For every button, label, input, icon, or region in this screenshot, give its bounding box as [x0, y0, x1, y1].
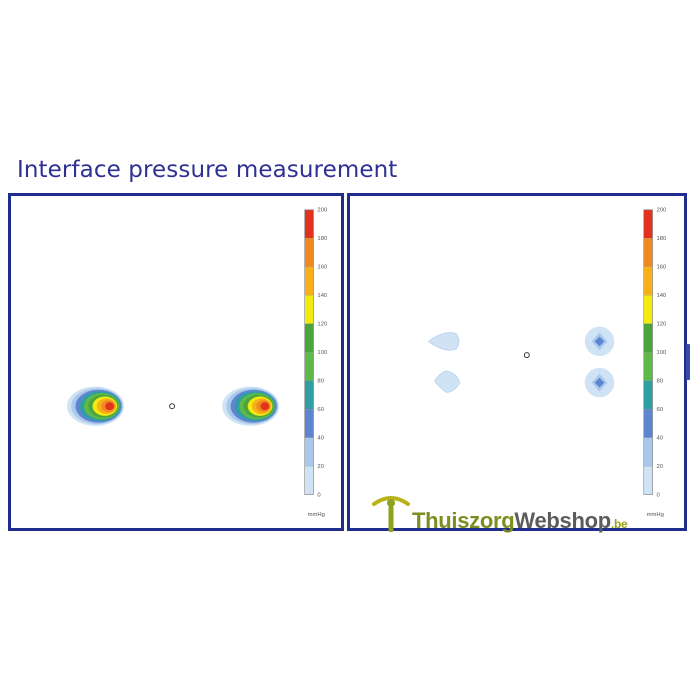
colorbar-band	[643, 323, 653, 353]
colorbar-tick-label: 40	[656, 436, 663, 442]
colorbar-tick-label: 100	[656, 350, 667, 356]
colorbar-tick-label: 200	[317, 208, 328, 214]
center-marker	[523, 352, 530, 359]
colorbar-band	[643, 465, 653, 495]
colorbar-band	[304, 352, 314, 381]
watermark-suffix: .be	[610, 517, 628, 531]
colorbar-frame	[643, 209, 653, 495]
colorbar-tick-label: 40	[317, 436, 324, 442]
watermark-logo: ThuiszorgWebshop.be	[370, 488, 628, 533]
colorbar-tick-label: 160	[317, 265, 328, 271]
colorbar-band	[304, 437, 314, 467]
colorbar-frame	[304, 209, 314, 495]
colorbar-band	[304, 323, 314, 353]
colorbar-band	[643, 352, 653, 381]
colorbar-tick-label: 0	[656, 493, 660, 499]
colorbar-tick-label: 120	[317, 322, 328, 328]
colorbar-band	[643, 238, 653, 267]
colorbar-band	[643, 409, 653, 438]
colorbar-band	[304, 209, 314, 239]
colorbar-tick-label: 200	[656, 208, 667, 214]
colorbar-tick-label: 80	[656, 379, 663, 385]
hotspot-contour	[594, 377, 605, 388]
colorbar-tick-label: 140	[656, 293, 667, 299]
hotspot-contour	[594, 336, 605, 347]
colorbar-tick-label: 0	[317, 493, 321, 499]
colorbar-tick-label: 60	[317, 407, 324, 413]
colorbar-tick-label: 180	[317, 236, 328, 242]
colorbar-tick-label: 20	[317, 464, 324, 470]
colorbar-tick-label: 160	[656, 265, 667, 271]
hotspot-contour	[105, 402, 114, 411]
colorbar-tick-label: 60	[656, 407, 663, 413]
watermark-text: ThuiszorgWebshop.be	[412, 508, 628, 533]
panel-edge-marker	[686, 344, 690, 380]
colorbar-band	[643, 295, 653, 324]
colorbar-band	[304, 465, 314, 495]
colorbar-band	[643, 266, 653, 296]
pressure-map-left: 200 180 160 140 120 100 80 60 40 20 0 mmHg	[8, 193, 344, 531]
page-title: Interface pressure measurement	[17, 157, 398, 183]
pressure-map-right: 200 180 160 140 120 100 80 60 40 20 0 mmHg	[347, 193, 690, 531]
colorbar-tick-label: 20	[656, 464, 663, 470]
colorbar-tick-label: 180	[656, 236, 667, 242]
colorbar-tick-label: 140	[317, 293, 328, 299]
colorbar-band	[304, 380, 314, 410]
watermark-part1: Thuiszorg	[412, 508, 515, 533]
watermark-part2: Webshop	[514, 508, 611, 533]
center-marker	[169, 403, 176, 410]
colorbar-band	[304, 266, 314, 296]
hotspot-contour	[260, 402, 270, 411]
person-logo-icon	[372, 496, 410, 532]
colorbar-unit: mmHg	[647, 512, 664, 518]
colorbar-tick-label: 100	[317, 350, 328, 356]
colorbar-unit: mmHg	[308, 512, 325, 518]
colorbar-band	[643, 209, 653, 239]
hotspot-contour	[428, 332, 460, 351]
colorbar-band	[643, 437, 653, 467]
colorbar-band	[643, 380, 653, 410]
colorbar-band	[304, 238, 314, 267]
colorbar-tick-label: 120	[656, 322, 667, 328]
colorbar-tick-label: 80	[317, 379, 324, 385]
colorbar-band	[304, 295, 314, 324]
hotspot-contour	[434, 370, 461, 393]
colorbar-band	[304, 408, 314, 438]
